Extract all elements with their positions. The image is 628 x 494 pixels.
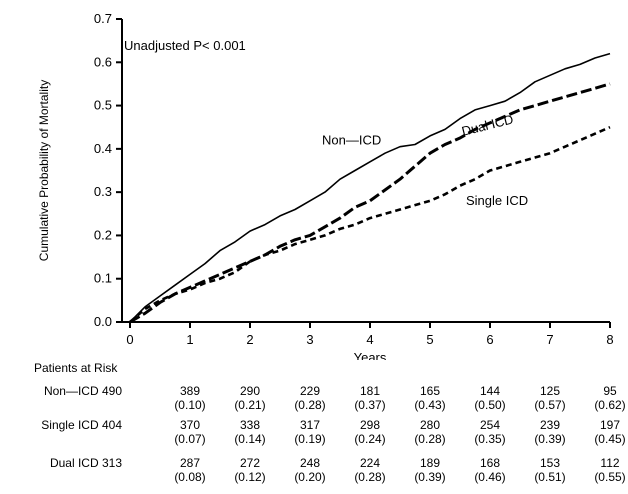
risk-row-label: Non—ICD 490: [43, 384, 122, 398]
risk-probability: (0.07): [174, 432, 206, 446]
series-label-single-icd: Single ICD: [466, 193, 528, 208]
risk-probability: (0.12): [234, 470, 266, 484]
risk-probability: (0.14): [234, 432, 266, 446]
risk-probability: (0.08): [174, 470, 206, 484]
x-tick-label: 7: [546, 332, 553, 347]
x-tick-label: 4: [366, 332, 373, 347]
risk-probability: (0.24): [354, 432, 386, 446]
risk-probability: (0.62): [594, 398, 626, 412]
risk-probability: (0.37): [354, 398, 386, 412]
risk-table-title: Patients at Risk: [34, 361, 118, 375]
risk-count: 153: [539, 456, 561, 470]
risk-count: 165: [419, 384, 441, 398]
y-tick-label: 0.7: [94, 11, 112, 26]
risk-probability: (0.55): [594, 470, 626, 484]
risk-count: 95: [603, 384, 617, 398]
survival-chart: 0.0 0.1 0.2 0.3 0.4 0.5 0.6 0.7 0 1 2 3 4 5 6 7 8 Years Cu…: [37, 11, 614, 360]
y-tick-label: 0.3: [94, 184, 112, 199]
risk-count: 290: [239, 384, 261, 398]
risk-probability: (0.51): [534, 470, 566, 484]
series-label-non-icd: Non—ICD: [322, 133, 381, 148]
risk-count: 370: [179, 418, 201, 432]
series-line-non-icd: [129, 52, 611, 323]
risk-probability: (0.19): [294, 432, 326, 446]
risk-probability: (0.45): [594, 432, 626, 446]
risk-count: 224: [359, 456, 381, 470]
x-axis-title: Years: [354, 350, 387, 360]
risk-count: 229: [299, 384, 321, 398]
x-tick-label: 6: [486, 332, 493, 347]
risk-count: 317: [299, 418, 321, 432]
risk-probability: (0.28): [414, 432, 446, 446]
y-tick-label: 0.0: [94, 314, 112, 329]
y-tick-label: 0.1: [94, 271, 112, 286]
risk-row-label: Single ICD 404: [41, 418, 122, 432]
y-tick-label: 0.5: [94, 98, 112, 113]
risk-probability: (0.46): [474, 470, 506, 484]
p-value-annotation: Unadjusted P< 0.001: [124, 38, 246, 53]
x-tick-label: 8: [606, 332, 613, 347]
risk-count: 239: [539, 418, 561, 432]
risk-probability: (0.10): [174, 398, 206, 412]
x-tick-label: 0: [126, 332, 133, 347]
chart-series: [129, 52, 611, 324]
y-tick-label: 0.6: [94, 54, 112, 69]
risk-probability: (0.20): [294, 470, 326, 484]
risk-count: 189: [419, 456, 441, 470]
risk-count: 338: [239, 418, 261, 432]
risk-probability: (0.21): [234, 398, 266, 412]
y-tick-label: 0.4: [94, 141, 112, 156]
risk-count: 280: [419, 418, 441, 432]
chart-axes: [116, 18, 611, 328]
risk-count: 112: [600, 456, 620, 470]
risk-count: 248: [299, 456, 321, 470]
risk-count: 197: [599, 418, 621, 432]
risk-count: 181: [359, 384, 381, 398]
risk-row-label: Dual ICD 313: [49, 456, 122, 470]
risk-count: 254: [479, 418, 501, 432]
risk-count: 298: [359, 418, 381, 432]
risk-count: 168: [479, 456, 501, 470]
chart-labels: 0.0 0.1 0.2 0.3 0.4 0.5 0.6 0.7 0 1 2 3 4 5 6 7 8 Years Cu…: [37, 11, 614, 360]
risk-probability: (0.28): [354, 470, 386, 484]
x-tick-label: 5: [426, 332, 433, 347]
risk-probability: (0.57): [534, 398, 566, 412]
risk-probability: (0.43): [414, 398, 446, 412]
risk-count: 287: [179, 456, 201, 470]
x-tick-label: 3: [306, 332, 313, 347]
risk-count: 144: [479, 384, 501, 398]
risk-probability: (0.35): [474, 432, 506, 446]
risk-count: 125: [539, 384, 561, 398]
series-line-dual-icd: [129, 82, 611, 324]
x-tick-label: 2: [246, 332, 253, 347]
risk-probability: (0.28): [294, 398, 326, 412]
risk-probability: (0.39): [534, 432, 566, 446]
series-line-single-icd: [129, 126, 611, 323]
x-tick-label: 1: [186, 332, 193, 347]
risk-count: 272: [239, 456, 261, 470]
risk-probability: (0.39): [414, 470, 446, 484]
risk-count: 389: [179, 384, 201, 398]
y-tick-label: 0.2: [94, 227, 112, 242]
y-axis-title: Cumulative Probability of Mortality: [37, 80, 51, 261]
risk-probability: (0.50): [474, 398, 506, 412]
